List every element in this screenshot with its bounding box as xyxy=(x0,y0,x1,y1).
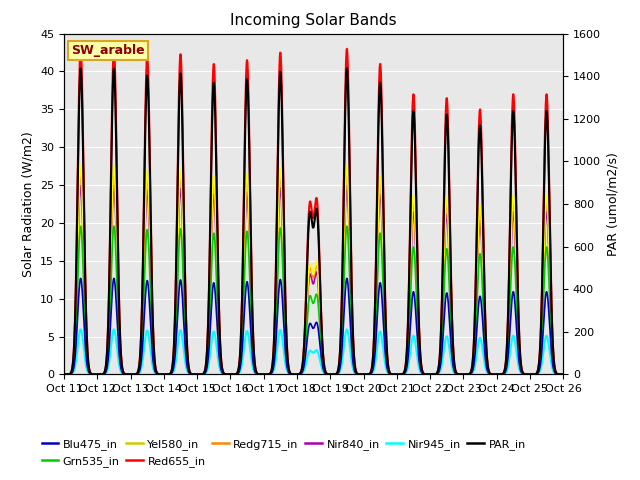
Legend: Blu475_in, Grn535_in, Yel580_in, Red655_in, Redg715_in, Nir840_in, Nir945_in, PA: Blu475_in, Grn535_in, Yel580_in, Red655_… xyxy=(37,435,530,471)
Y-axis label: Solar Radiation (W/m2): Solar Radiation (W/m2) xyxy=(22,131,35,277)
Y-axis label: PAR (umol/m2/s): PAR (umol/m2/s) xyxy=(607,152,620,256)
Title: Incoming Solar Bands: Incoming Solar Bands xyxy=(230,13,397,28)
Text: SW_arable: SW_arable xyxy=(72,44,145,57)
